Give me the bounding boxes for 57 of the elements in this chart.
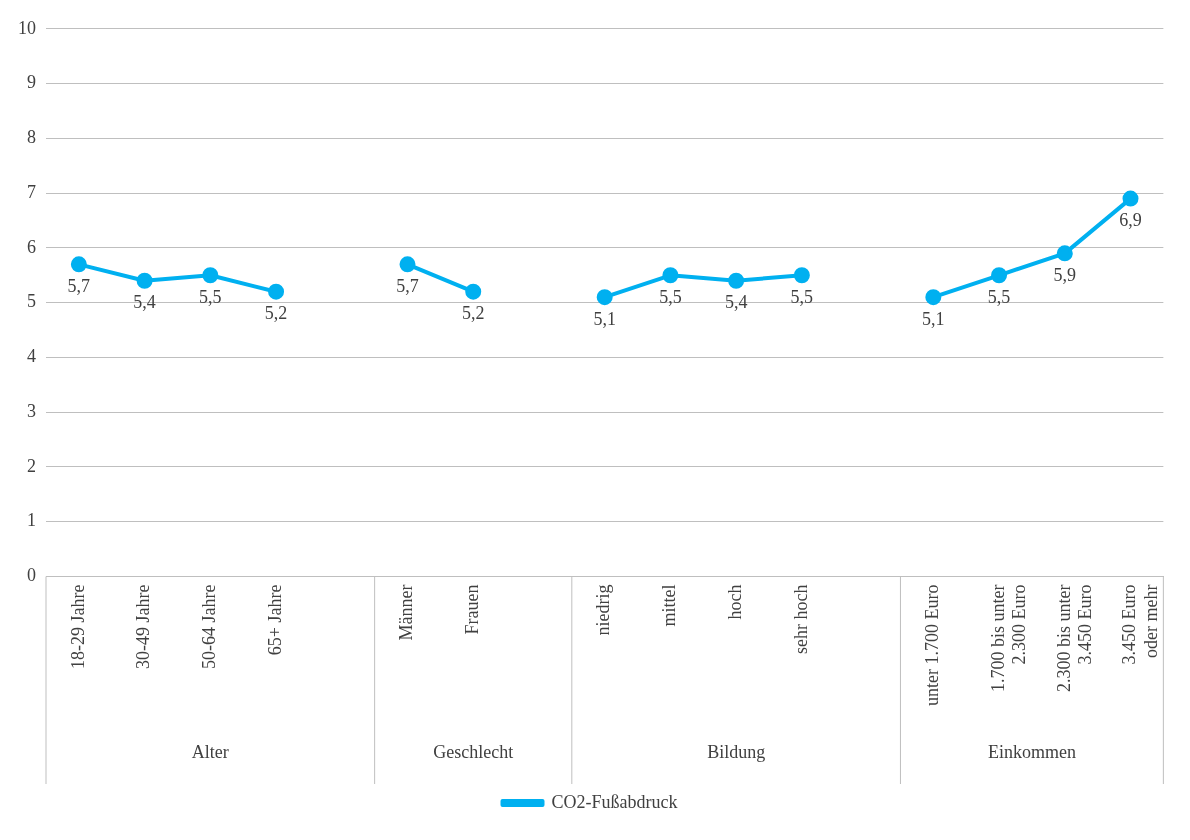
point (202, 267, 219, 284)
x-tick-label: 18-29 Jahre (67, 584, 88, 670)
point (399, 256, 416, 273)
y-tick-label: 8 (27, 127, 36, 148)
data-label: 6,9 (1119, 210, 1142, 231)
x-tick-label: 65+ Jahre (264, 584, 285, 656)
point (1056, 245, 1073, 262)
x-tick-label: 30-49 Jahre (133, 584, 154, 670)
x-tick-label: hoch (724, 584, 745, 620)
text: Alter (191, 741, 229, 762)
x-tick-label: 2.300 bis unter 3.450 Euro (1053, 584, 1096, 693)
point (465, 283, 482, 300)
x-tick-label: mittel (659, 584, 680, 627)
text: Bildung (707, 741, 766, 762)
y-tick-label: 5 (27, 291, 36, 312)
point (70, 256, 87, 273)
point (268, 283, 285, 300)
y-tick-label: 10 (18, 17, 36, 38)
x-tick-label: niedrig (593, 584, 614, 636)
data-label: 5,7 (67, 276, 91, 297)
point (1122, 190, 1139, 207)
x-tick-label: Frauen (461, 584, 482, 635)
x-tick-label: sehr hoch (790, 584, 811, 655)
data-label: 5,1 (593, 308, 616, 329)
data-label: 5,2 (461, 303, 485, 324)
x-tick-label: Männer (396, 584, 417, 641)
point (136, 272, 153, 289)
point (662, 267, 679, 284)
text: Einkommen (987, 741, 1076, 762)
y-tick-label: 0 (27, 565, 36, 586)
point (991, 267, 1008, 284)
x-tick-label: 50-64 Jahre (199, 584, 220, 670)
data-label: 5,4 (724, 292, 748, 313)
x-tick-label: unter 1.700 Euro (922, 584, 943, 707)
legend-label: CO2-Fußabdruck (551, 791, 678, 812)
y-tick-label: 4 (27, 346, 36, 367)
y-tick-label: 2 (27, 455, 36, 476)
y-tick-label: 6 (27, 236, 36, 257)
data-label: 5,5 (659, 287, 682, 308)
data-label: 5,5 (199, 287, 222, 308)
y-tick-label: 9 (27, 72, 36, 93)
data-label: 5,4 (133, 292, 156, 313)
point (793, 267, 810, 284)
data-label: 5,7 (396, 276, 419, 297)
point (596, 289, 613, 306)
y-tick-label: 7 (27, 181, 36, 202)
data-label: 5,5 (790, 287, 814, 308)
point (728, 272, 745, 289)
data-label: 5,9 (1053, 265, 1077, 286)
point (925, 289, 942, 306)
data-label: 5,2 (264, 303, 288, 324)
data-label: 5,5 (987, 287, 1011, 308)
data-label: 5,1 (922, 308, 945, 329)
y-tick-label: 1 (27, 510, 36, 531)
text: Geschlecht (433, 741, 514, 762)
x-tick-label: 3.450 Euro oder mehr (1119, 584, 1161, 665)
y-tick-label: 3 (27, 400, 36, 421)
